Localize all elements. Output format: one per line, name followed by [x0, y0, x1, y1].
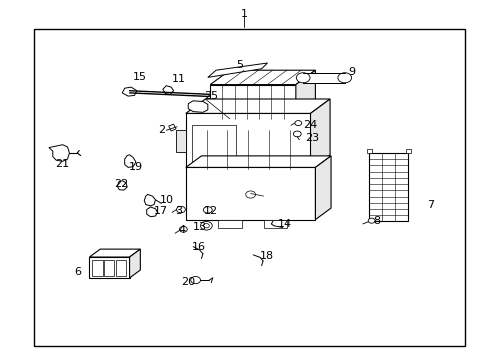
Bar: [92, 260, 102, 276]
Text: 23: 23: [305, 132, 318, 143]
Circle shape: [200, 221, 212, 230]
Text: 2: 2: [158, 125, 164, 135]
Polygon shape: [188, 101, 207, 112]
Circle shape: [296, 73, 309, 83]
Bar: [368, 153, 407, 221]
Bar: [405, 149, 410, 153]
Polygon shape: [168, 124, 176, 131]
Polygon shape: [49, 145, 69, 161]
Text: 17: 17: [154, 206, 168, 216]
Text: 13: 13: [192, 222, 206, 232]
Text: 15: 15: [132, 72, 146, 82]
Circle shape: [179, 226, 187, 232]
Circle shape: [190, 276, 200, 284]
Bar: [89, 257, 129, 278]
Text: 12: 12: [204, 206, 218, 216]
Polygon shape: [207, 63, 267, 77]
Text: 14: 14: [277, 219, 291, 229]
Bar: [303, 73, 344, 83]
Text: 19: 19: [129, 162, 142, 172]
Circle shape: [245, 191, 255, 198]
Text: 10: 10: [160, 195, 174, 205]
Polygon shape: [117, 181, 127, 190]
Text: 20: 20: [181, 276, 195, 287]
Polygon shape: [89, 249, 140, 257]
Bar: [104, 260, 114, 276]
Circle shape: [203, 224, 209, 228]
Bar: [263, 220, 286, 228]
Bar: [116, 260, 126, 276]
Bar: [185, 113, 310, 169]
Text: 16: 16: [191, 242, 205, 252]
Text: 22: 22: [114, 179, 128, 189]
Text: 4: 4: [178, 225, 185, 235]
Text: 9: 9: [348, 67, 355, 77]
Text: 1: 1: [241, 9, 247, 19]
Polygon shape: [310, 99, 329, 169]
Circle shape: [203, 207, 212, 213]
Text: 5: 5: [236, 60, 243, 70]
Text: 8: 8: [372, 216, 379, 226]
Text: 18: 18: [259, 251, 273, 261]
Polygon shape: [122, 87, 137, 96]
Text: 6: 6: [75, 267, 81, 277]
Circle shape: [294, 121, 301, 126]
Polygon shape: [176, 130, 185, 153]
Bar: [34, 29, 464, 346]
Polygon shape: [315, 156, 330, 220]
Circle shape: [293, 131, 301, 137]
Bar: [218, 220, 241, 228]
Circle shape: [367, 218, 374, 223]
Text: 11: 11: [171, 74, 185, 84]
Circle shape: [337, 73, 351, 83]
Bar: [185, 167, 315, 220]
Polygon shape: [295, 70, 315, 119]
Text: 3: 3: [175, 206, 182, 216]
Bar: [192, 125, 235, 161]
Text: 24: 24: [303, 120, 317, 130]
Polygon shape: [163, 86, 173, 94]
Polygon shape: [210, 70, 315, 85]
Bar: [210, 85, 295, 119]
Text: 21: 21: [56, 159, 69, 169]
Text: 25: 25: [204, 91, 218, 102]
Polygon shape: [129, 249, 140, 278]
Text: 7: 7: [426, 200, 433, 210]
Polygon shape: [185, 156, 330, 167]
Polygon shape: [185, 99, 329, 113]
Circle shape: [176, 206, 185, 213]
Polygon shape: [144, 194, 155, 206]
Bar: [366, 149, 371, 153]
Polygon shape: [124, 155, 136, 167]
Polygon shape: [146, 207, 157, 217]
